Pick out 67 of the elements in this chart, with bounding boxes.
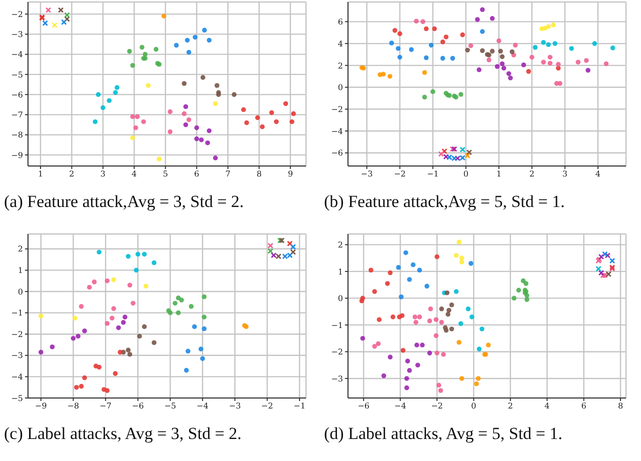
y-tick-label: −2 — [11, 10, 23, 19]
x-tick-label: 8 — [256, 170, 262, 179]
x-tick-label: −4 — [196, 402, 208, 411]
x-tick-label: −5 — [164, 402, 176, 411]
x-tick-label: 0 — [463, 170, 468, 179]
y-tick-label: −8 — [11, 130, 23, 140]
y-tick-label: −5 — [11, 70, 23, 80]
x-tick-label: −1 — [426, 170, 439, 179]
y-tick-label: −6 — [11, 90, 23, 100]
y-tick-label: −2 — [331, 348, 343, 357]
y-tick-label: −2 — [11, 330, 23, 339]
x-tick-label: −2 — [394, 170, 406, 179]
x-tick-label: 2 — [508, 402, 513, 411]
x-tick-label: 0 — [471, 402, 476, 411]
x-tick-label: −3 — [228, 402, 241, 411]
y-tick-label: 0 — [18, 287, 23, 296]
x-tick-label: −6 — [132, 402, 144, 411]
y-tick-label: 4 — [338, 39, 343, 48]
x-tick-label: −1 — [294, 402, 306, 411]
x-tick-label: 8 — [618, 402, 624, 411]
y-tick-label: 2 — [338, 240, 343, 250]
x-tick-label: 5 — [162, 170, 168, 179]
y-tick-label: 1 — [338, 267, 343, 276]
y-tick-label: −9 — [11, 150, 23, 160]
text: (c) Label attacks, Avg = 3, Std = 2. — [4, 424, 242, 444]
y-tick-label: −3 — [331, 374, 343, 384]
x-tick-label: 4 — [132, 170, 137, 179]
x-tick-label: −9 — [35, 402, 47, 411]
text: (b) Feature attack,Avg = 5, Std = 1. — [324, 192, 565, 212]
x-tick-label: 2 — [69, 170, 74, 179]
x-tick-label: −3 — [360, 170, 373, 179]
x-tick-label: −4 — [394, 402, 406, 411]
y-tick-label: −4 — [11, 50, 23, 60]
y-tick-label: −2 — [331, 104, 343, 114]
y-tick-label: 6 — [338, 18, 343, 27]
y-tick-label: −3 — [11, 351, 23, 360]
x-tick-label: 2 — [529, 170, 534, 179]
x-tick-label: 3 — [100, 170, 106, 179]
y-tick-label: −7 — [11, 110, 23, 120]
x-tick-label: 1 — [38, 170, 44, 179]
y-tick-label: −3 — [11, 30, 23, 40]
x-tick-label: −2 — [431, 402, 443, 411]
y-tick-label: 1 — [18, 266, 23, 276]
x-tick-label: 1 — [496, 170, 502, 179]
y-tick-label: −4 — [11, 372, 23, 382]
x-tick-label: 3 — [562, 170, 568, 179]
y-tick-label: 2 — [338, 61, 343, 70]
text: (a) Feature attack,Avg = 3, Std = 2. — [4, 192, 244, 212]
x-tick-label: 6 — [194, 170, 200, 179]
y-tick-label: −1 — [11, 308, 23, 318]
text: (d) Label attacks, Avg = 5, Std = 1. — [324, 424, 562, 444]
y-tick-label: 2 — [18, 244, 23, 254]
x-tick-label: −6 — [358, 402, 370, 411]
y-tick-label: 0 — [338, 83, 343, 92]
y-tick-label: −1 — [331, 320, 343, 330]
x-tick-label: −8 — [67, 402, 80, 411]
x-tick-label: 4 — [595, 170, 600, 179]
y-tick-label: −4 — [331, 126, 343, 136]
y-tick-label: −6 — [331, 148, 343, 158]
y-tick-label: 0 — [338, 294, 343, 304]
x-tick-label: 9 — [288, 170, 293, 179]
x-tick-label: −2 — [261, 402, 274, 411]
y-tick-label: −5 — [11, 394, 23, 403]
x-tick-label: 4 — [544, 402, 550, 411]
x-tick-label: 6 — [581, 402, 586, 411]
x-tick-label: 7 — [225, 170, 230, 179]
x-tick-label: −7 — [100, 402, 112, 411]
